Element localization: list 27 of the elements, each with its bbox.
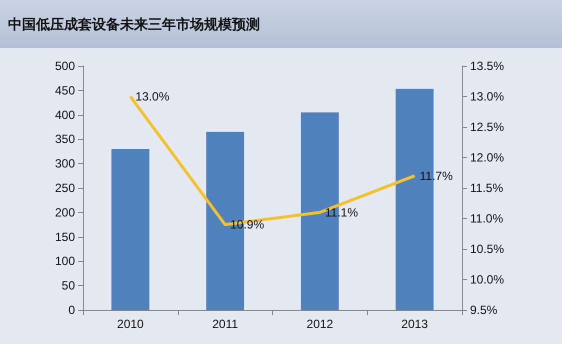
y2-tick-label: 12.5%	[470, 120, 504, 134]
x-tick-label: 2013	[401, 317, 428, 331]
y-tick-label: 500	[54, 59, 76, 73]
y2-tick-label: 13.5%	[470, 59, 504, 73]
x-tick-label: 2012	[306, 317, 334, 331]
y-tick-label: 50	[62, 278, 76, 293]
bar	[111, 148, 150, 310]
y2-tick-label: 13.0%	[470, 90, 504, 104]
y-tick-label: 450	[54, 83, 76, 98]
y2-tick-label: 11.5%	[470, 181, 504, 195]
y-tick-label: 0	[68, 303, 76, 317]
y-tick-label: 100	[54, 254, 76, 268]
y2-tick-label: 11.0%	[470, 212, 504, 226]
y2-tick-label: 10.5%	[470, 242, 504, 256]
x-tick-label: 2011	[212, 317, 238, 331]
y2-tick-label: 10.0%	[470, 272, 504, 286]
y2-tick-label: 12.0%	[470, 150, 504, 164]
y2-tick-label: 9.5%	[470, 303, 498, 317]
data-label: 13.0%	[135, 90, 170, 104]
y-tick-label: 300	[54, 156, 76, 171]
chart-title: 中国低压成套设备未来三年市场规模预测	[8, 16, 260, 34]
y-tick-label: 350	[54, 132, 76, 146]
x-tick-label: 2010	[117, 317, 144, 331]
y-tick-label: 150	[54, 230, 76, 244]
y-tick-label: 400	[54, 108, 76, 122]
y-tick-label: 250	[54, 181, 76, 195]
y-tick-label: 200	[54, 205, 76, 220]
